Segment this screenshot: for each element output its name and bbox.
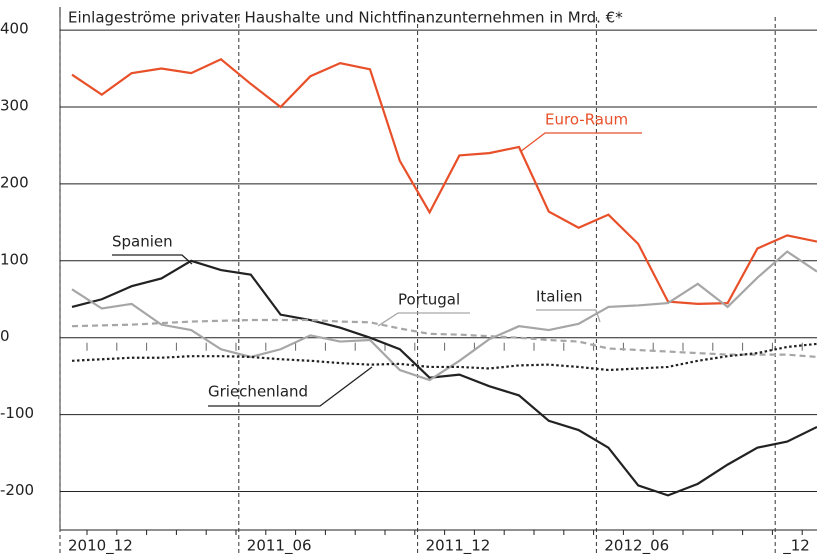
y-tick-label: -100 bbox=[0, 404, 34, 422]
series-label: Italien bbox=[536, 288, 583, 306]
leader-line bbox=[112, 254, 193, 265]
leader-line bbox=[377, 312, 470, 327]
y-tick-label: 400 bbox=[0, 20, 29, 38]
x-tick-label: 2012_06 bbox=[604, 537, 669, 556]
series-label: Portugal bbox=[398, 291, 460, 309]
series-label: Griechenland bbox=[208, 383, 308, 401]
y-tick-label: 0 bbox=[0, 327, 10, 345]
leader-line bbox=[536, 309, 601, 323]
y-tick-label: 100 bbox=[0, 250, 29, 268]
series-line bbox=[71, 259, 817, 497]
series-line bbox=[71, 250, 817, 382]
series-line bbox=[71, 318, 817, 359]
y-tick-label: 300 bbox=[0, 96, 29, 114]
x-tick-label: 2011_06 bbox=[247, 537, 312, 556]
leader-line bbox=[519, 132, 642, 153]
series-label: Euro-Raum bbox=[545, 111, 628, 129]
series-label: Spanien bbox=[112, 233, 173, 251]
x-tick-label: _12 bbox=[782, 537, 810, 556]
chart-title: Einlageströme privater Haushalte und Nic… bbox=[68, 9, 623, 27]
annotations: Euro-Raum Spanien Italien Portugal Griec… bbox=[112, 111, 642, 407]
leader-line bbox=[208, 366, 373, 407]
series-line bbox=[71, 58, 817, 305]
x-tick-label: 2010_12 bbox=[68, 537, 133, 556]
x-tick-label: 2011_12 bbox=[426, 537, 491, 556]
y-tick-label: -200 bbox=[0, 481, 34, 499]
series-line bbox=[71, 342, 817, 372]
y-tick-label: 200 bbox=[0, 173, 29, 191]
